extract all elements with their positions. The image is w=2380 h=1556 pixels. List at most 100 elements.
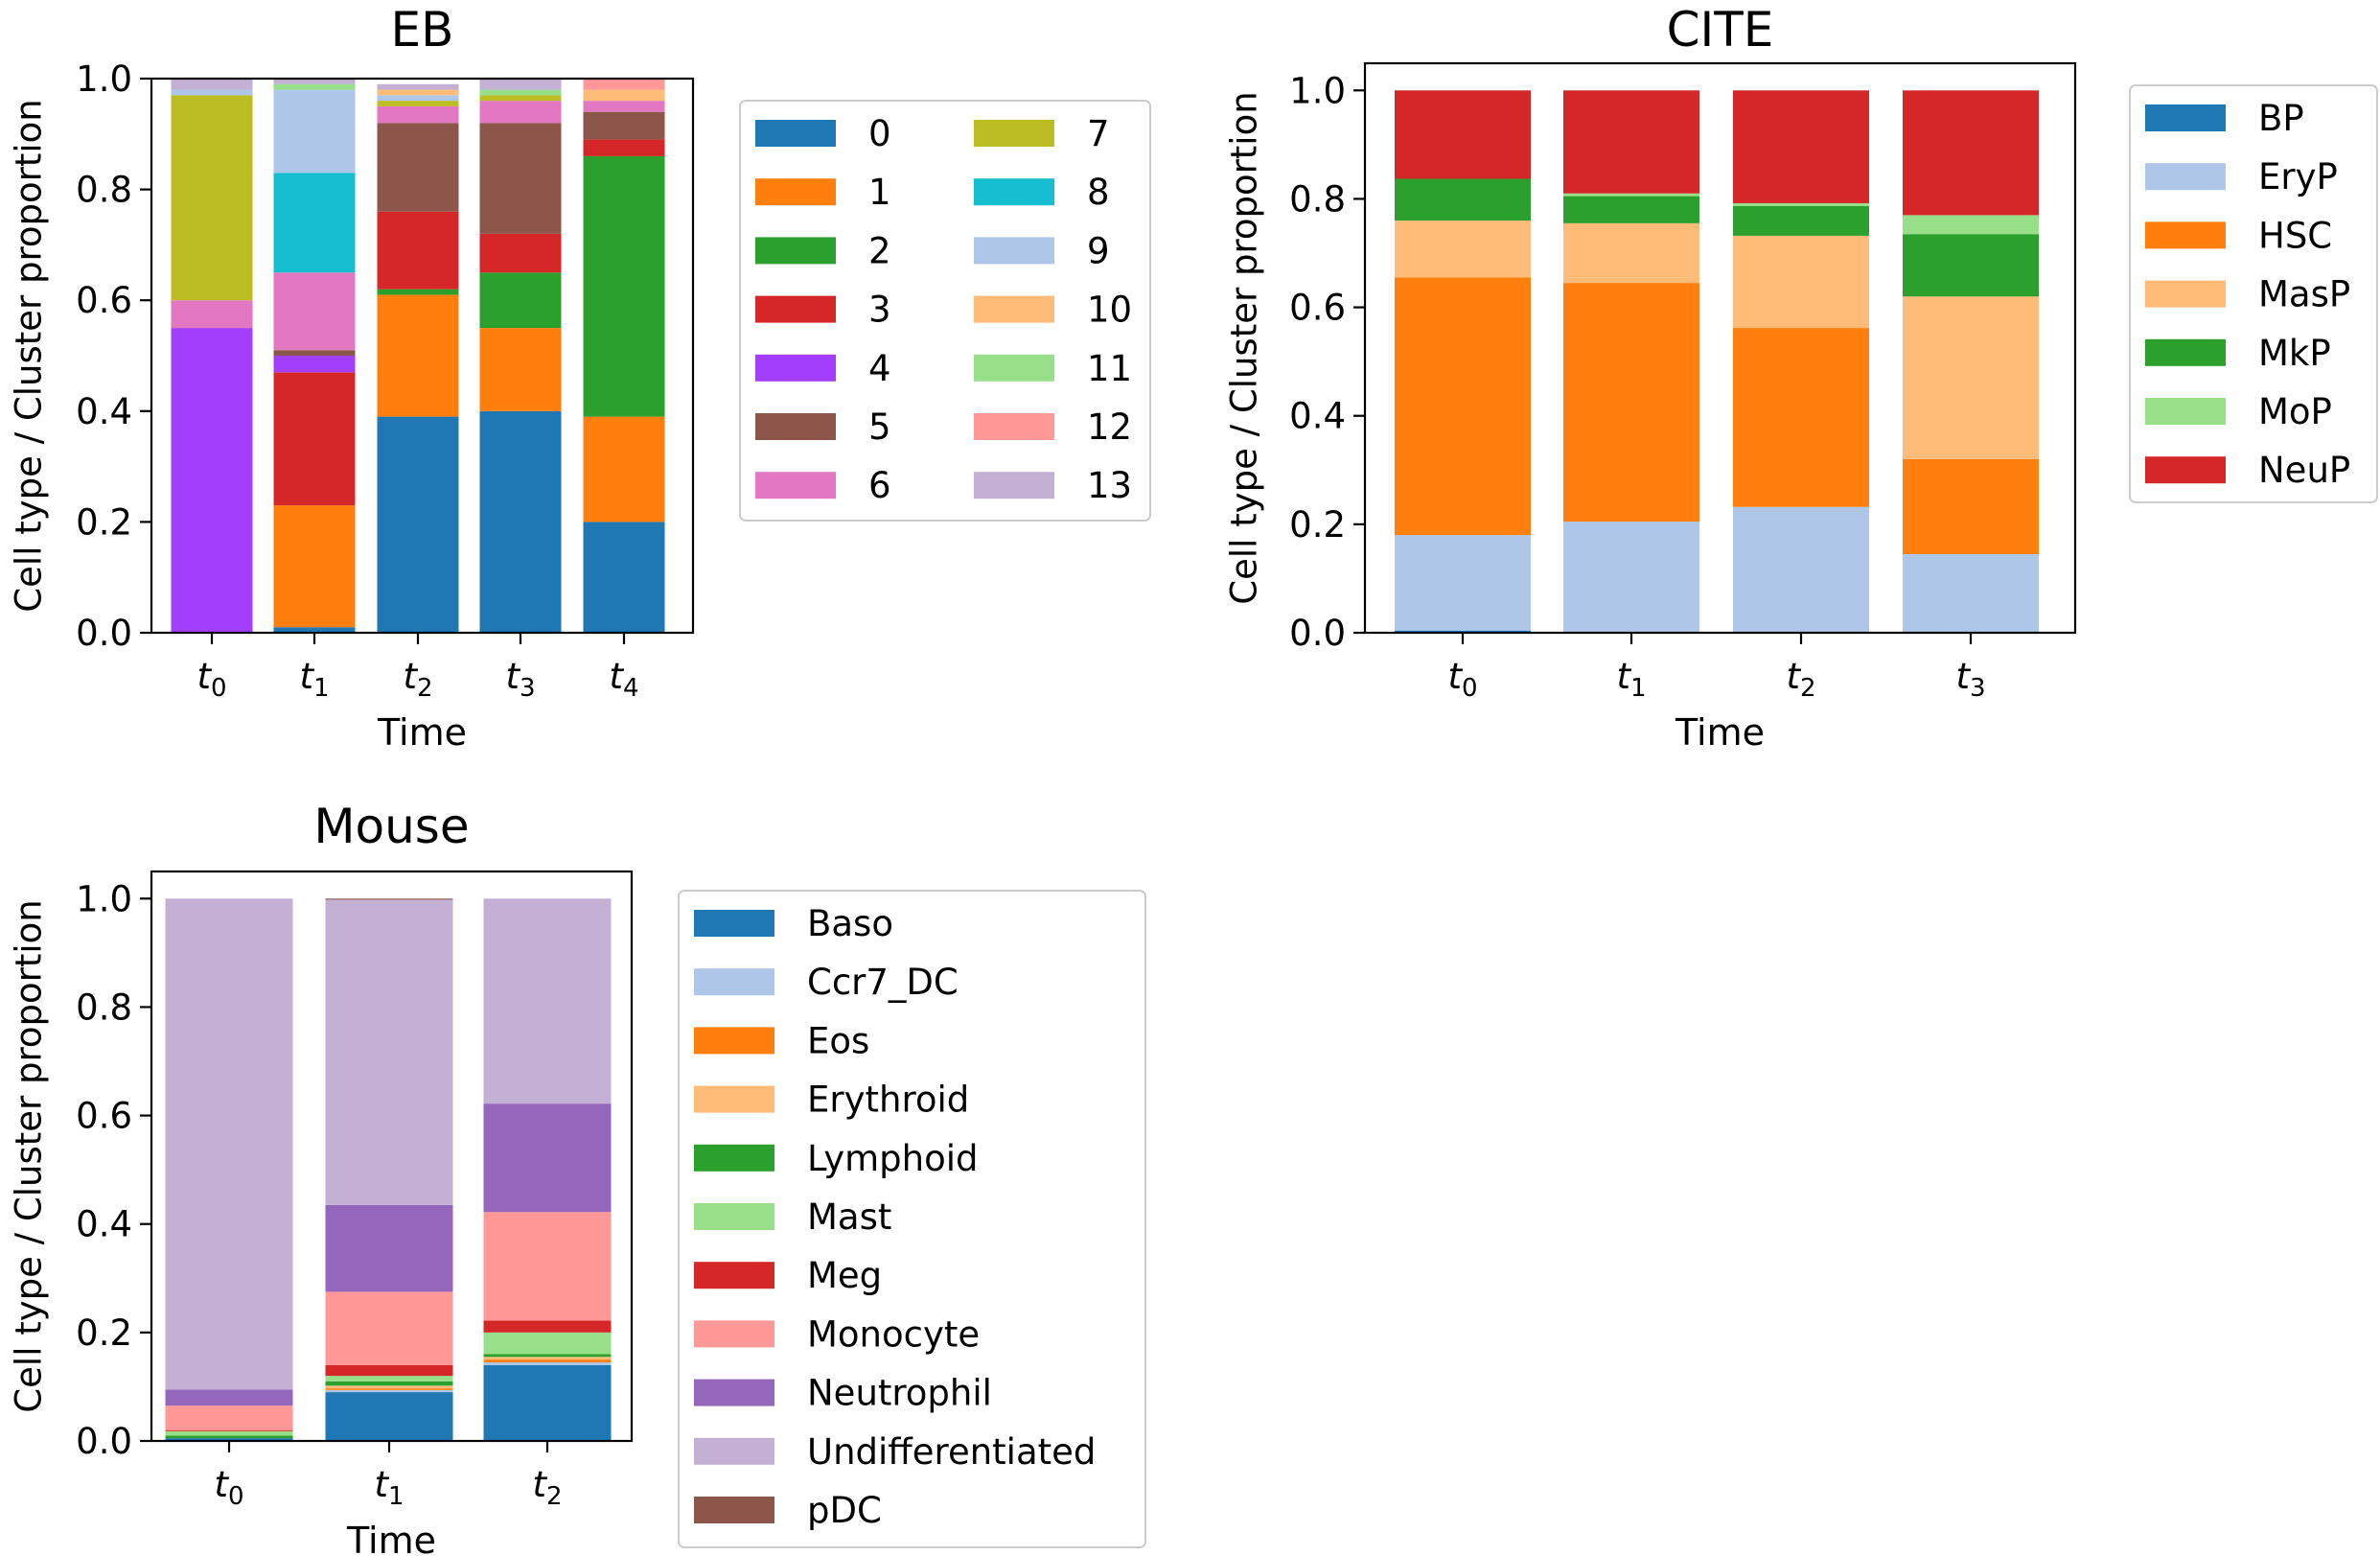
legend-swatch	[694, 1144, 774, 1172]
bar-segment-11	[273, 83, 356, 90]
x-axis-label: Time	[377, 711, 467, 754]
bar-segment-lymphoid	[483, 1354, 612, 1358]
legend-label: 10	[1087, 290, 1132, 331]
legend-swatch	[2145, 280, 2226, 308]
bar-segment-undifferentiated	[325, 899, 453, 1205]
y-tick-label: 0.0	[1289, 613, 1346, 654]
legend-label: MkP	[2258, 333, 2331, 374]
bar-segment-hsc	[1395, 277, 1531, 536]
legend-swatch	[755, 413, 836, 440]
x-tick-label: t2	[532, 1464, 562, 1511]
bar-segment-mast	[165, 1430, 293, 1436]
bar-segment-13	[171, 79, 253, 90]
bar-segment-ccr7-dc	[325, 1389, 453, 1393]
bar-segment-10	[583, 89, 665, 102]
bar-segment-baso	[325, 1392, 453, 1441]
legend-label: 12	[1087, 406, 1132, 448]
bar-segment-mkp	[1395, 178, 1531, 221]
bar-segment-masp	[1733, 235, 1869, 329]
legend-label: 3	[868, 290, 891, 331]
y-tick-label: 1.0	[76, 878, 132, 919]
y-tick-label: 0.6	[76, 1096, 132, 1137]
bar-segment-1	[273, 505, 356, 628]
y-tick-label: 0.6	[1289, 288, 1346, 329]
y-axis-label: Cell type / Cluster proportion	[9, 899, 50, 1412]
bar-segment-1	[583, 416, 665, 523]
bar-segment-0	[377, 416, 459, 633]
bar-segment-undifferentiated	[483, 898, 612, 1104]
bar-segment-mkp	[1563, 196, 1699, 223]
legend-label: 6	[868, 465, 891, 506]
legend-swatch	[755, 237, 836, 265]
legend-label: 13	[1087, 465, 1132, 506]
bar-segment-3	[479, 233, 562, 273]
bar-segment-eryp	[1733, 506, 1869, 632]
legend-swatch	[2145, 398, 2226, 425]
bar-segment-1	[479, 328, 562, 411]
bar-segment-7	[479, 95, 562, 102]
legend-label: BP	[2258, 98, 2304, 139]
bar-segment-0	[273, 627, 356, 633]
x-tick-label: t1	[374, 1464, 404, 1511]
y-tick-label: 0.0	[76, 613, 132, 654]
bar-segment-hsc	[1563, 283, 1699, 523]
bar-segment-5	[479, 123, 562, 234]
bar-segment-6	[171, 300, 253, 329]
legend-swatch	[755, 178, 836, 206]
legend-swatch	[694, 968, 774, 996]
legend-label: Monocyte	[807, 1313, 980, 1355]
bar-segment-0	[479, 410, 562, 633]
x-tick-label: t2	[1786, 656, 1815, 703]
y-tick-label: 0.8	[1289, 178, 1346, 220]
bar-segment-mast	[483, 1332, 612, 1355]
y-tick-label: 0.2	[76, 501, 132, 543]
bar-segment-masp	[1395, 221, 1531, 278]
bar-segment-neutrophil	[325, 1204, 453, 1292]
bar-segment-lymphoid	[165, 1435, 293, 1439]
bar-segment-6	[479, 101, 562, 124]
bar-segment-5	[583, 111, 665, 140]
axes-frame	[1363, 61, 2077, 635]
bar-segment-3	[377, 211, 459, 290]
legend-label: 11	[1087, 348, 1132, 389]
bar-segment-8	[273, 173, 356, 273]
legend-frame	[678, 890, 1146, 1548]
x-tick-label: t1	[299, 656, 329, 703]
legend: BP EryP HSC MasP MkP MoP NeuP	[2129, 84, 2378, 503]
bar-segment-pdc	[325, 898, 453, 900]
bar-segment-meg	[325, 1364, 453, 1377]
x-axis-label: Time	[346, 1520, 436, 1556]
legend-swatch	[694, 1203, 774, 1230]
chart-title: EB	[391, 2, 454, 58]
chart-eb: EB 0.0 0.2 0.4 0.6 0.8 1.0 t0 t1 t2 t3 t4 Time Cell t…	[9, 2, 1151, 754]
legend-swatch	[694, 1379, 774, 1406]
legend-swatch	[755, 295, 836, 323]
bar-segment-mop	[1733, 202, 1869, 206]
legend-label: 1	[868, 172, 891, 213]
bar-segment-bp	[1395, 630, 1531, 633]
legend-swatch	[755, 354, 836, 382]
bar-segment-monocyte	[483, 1212, 612, 1321]
legend-swatch	[2145, 456, 2226, 484]
legend-label: Meg	[807, 1255, 882, 1296]
bar-segment-mkp	[1733, 205, 1869, 236]
legend-label: Erythroid	[807, 1080, 969, 1121]
bar-segment-10	[377, 89, 459, 96]
bar-segment-baso	[165, 1438, 293, 1441]
x-tick-label: t0	[214, 1464, 243, 1511]
bar-segment-lymphoid	[325, 1381, 453, 1386]
bar-segment-mkp	[1903, 234, 2039, 297]
legend-label: Ccr7_DC	[807, 962, 959, 1003]
legend-swatch	[755, 120, 836, 147]
bar-segment-neup	[1563, 90, 1699, 194]
legend-swatch	[755, 472, 836, 499]
legend-swatch	[2145, 163, 2226, 191]
bar-segment-monocyte	[165, 1405, 293, 1430]
legend-label: Neutrophil	[807, 1373, 992, 1414]
legend-swatch	[694, 1437, 774, 1465]
legend-label: 5	[868, 406, 891, 448]
y-tick-label: 0.4	[1289, 396, 1346, 437]
y-tick-label: 0.6	[76, 280, 132, 321]
bar-segment-4	[273, 356, 356, 373]
